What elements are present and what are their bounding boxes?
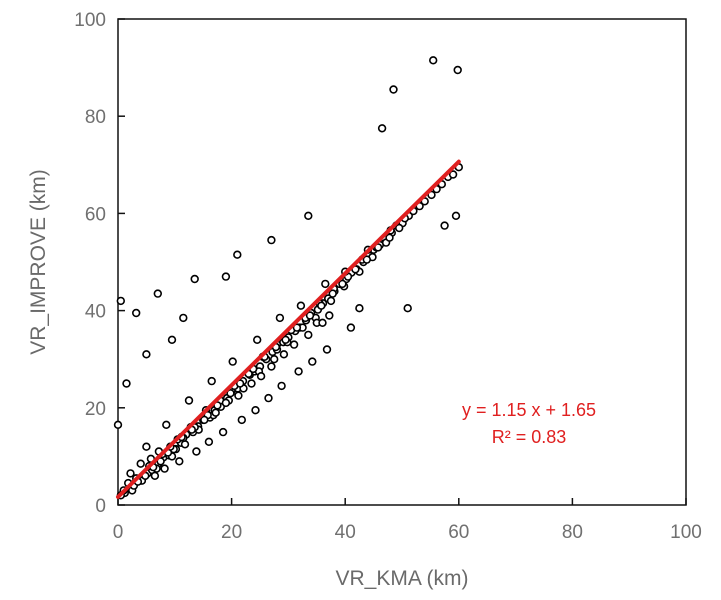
data-point <box>221 398 231 408</box>
data-point <box>179 313 188 323</box>
data-point <box>281 335 290 344</box>
data-point <box>251 406 260 415</box>
y-tick-label: 60 <box>85 204 106 225</box>
data-point <box>184 396 194 405</box>
data-point <box>318 318 327 327</box>
data-point <box>277 381 286 391</box>
data-point <box>226 389 235 398</box>
data-point <box>346 323 356 332</box>
x-tick-label: 60 <box>448 522 469 543</box>
data-point <box>355 304 364 313</box>
data-point <box>321 279 330 289</box>
data-point <box>296 301 306 310</box>
data-point <box>160 464 169 473</box>
regression-equation: y = 1.15 x + 1.65 <box>462 400 596 420</box>
data-point <box>132 308 141 318</box>
y-axis-title: VR_IMPROVE (km) <box>27 169 50 355</box>
data-point <box>122 379 131 388</box>
data-point <box>221 272 231 281</box>
y-tick-label: 100 <box>74 10 106 31</box>
data-point <box>427 190 436 200</box>
data-point <box>328 289 337 298</box>
data-point <box>150 471 160 480</box>
y-tick-label: 20 <box>85 399 106 420</box>
data-point <box>218 427 228 437</box>
plot-frame <box>117 18 687 506</box>
data-point <box>325 311 334 320</box>
data-point <box>235 379 245 388</box>
data-point <box>253 335 262 344</box>
x-tick-label: 80 <box>562 522 583 543</box>
data-point <box>317 301 326 310</box>
data-point <box>289 340 299 349</box>
data-point <box>267 362 276 371</box>
data-point <box>308 357 317 366</box>
r-squared-label: R² = 0.83 <box>492 427 567 447</box>
data-point <box>204 437 214 446</box>
data-point <box>389 85 398 94</box>
data-point <box>237 415 247 425</box>
y-tick-label: 80 <box>85 107 106 128</box>
data-point <box>247 379 256 388</box>
regression-line <box>116 159 461 499</box>
data-point <box>326 296 336 306</box>
data-point <box>448 170 458 179</box>
data-point <box>304 330 313 340</box>
data-point <box>256 372 266 381</box>
data-point <box>126 469 135 478</box>
data-point <box>142 442 151 451</box>
data-point <box>211 408 220 417</box>
data-point <box>279 350 289 359</box>
x-tick-label: 20 <box>221 522 242 543</box>
x-tick-label: 100 <box>670 522 702 543</box>
data-point <box>294 367 303 376</box>
data-point <box>305 311 315 320</box>
data-point <box>304 211 313 221</box>
data-point <box>429 56 438 65</box>
x-axis-title: VR_KMA (km) <box>335 567 468 590</box>
data-point <box>175 457 184 466</box>
data-point <box>234 391 243 400</box>
data-point <box>213 401 222 410</box>
data-point <box>233 250 242 259</box>
data-point <box>190 274 199 284</box>
data-point <box>373 243 383 252</box>
data-point <box>440 221 449 230</box>
y-tick-label: 0 <box>95 496 106 517</box>
x-tick-label: 40 <box>335 522 356 543</box>
data-point <box>385 233 394 242</box>
data-point <box>377 124 387 133</box>
data-point <box>362 255 371 264</box>
data-point <box>116 296 126 306</box>
data-point <box>395 223 404 233</box>
data-point <box>192 447 201 456</box>
data-point <box>136 459 145 468</box>
data-point <box>153 289 163 298</box>
data-points <box>113 56 463 500</box>
x-tick-label: 0 <box>113 522 124 543</box>
data-point <box>142 350 151 359</box>
data-point <box>264 393 273 403</box>
data-point <box>275 313 285 323</box>
data-point <box>113 420 123 429</box>
data-point <box>156 457 165 466</box>
data-point <box>338 279 347 289</box>
data-point <box>403 304 412 313</box>
data-point <box>207 376 216 386</box>
data-point <box>162 420 171 429</box>
data-point <box>453 65 462 75</box>
data-point <box>322 345 332 354</box>
data-point <box>200 415 209 425</box>
data-point <box>451 211 461 221</box>
data-point <box>267 235 276 245</box>
data-point <box>167 335 177 344</box>
data-point <box>228 357 237 366</box>
data-point <box>292 323 302 332</box>
data-point <box>270 355 279 364</box>
y-tick-label: 40 <box>85 302 106 323</box>
axis-ticks: 0 20 40 60 80 100 0 20 40 60 80 100 <box>74 10 702 543</box>
